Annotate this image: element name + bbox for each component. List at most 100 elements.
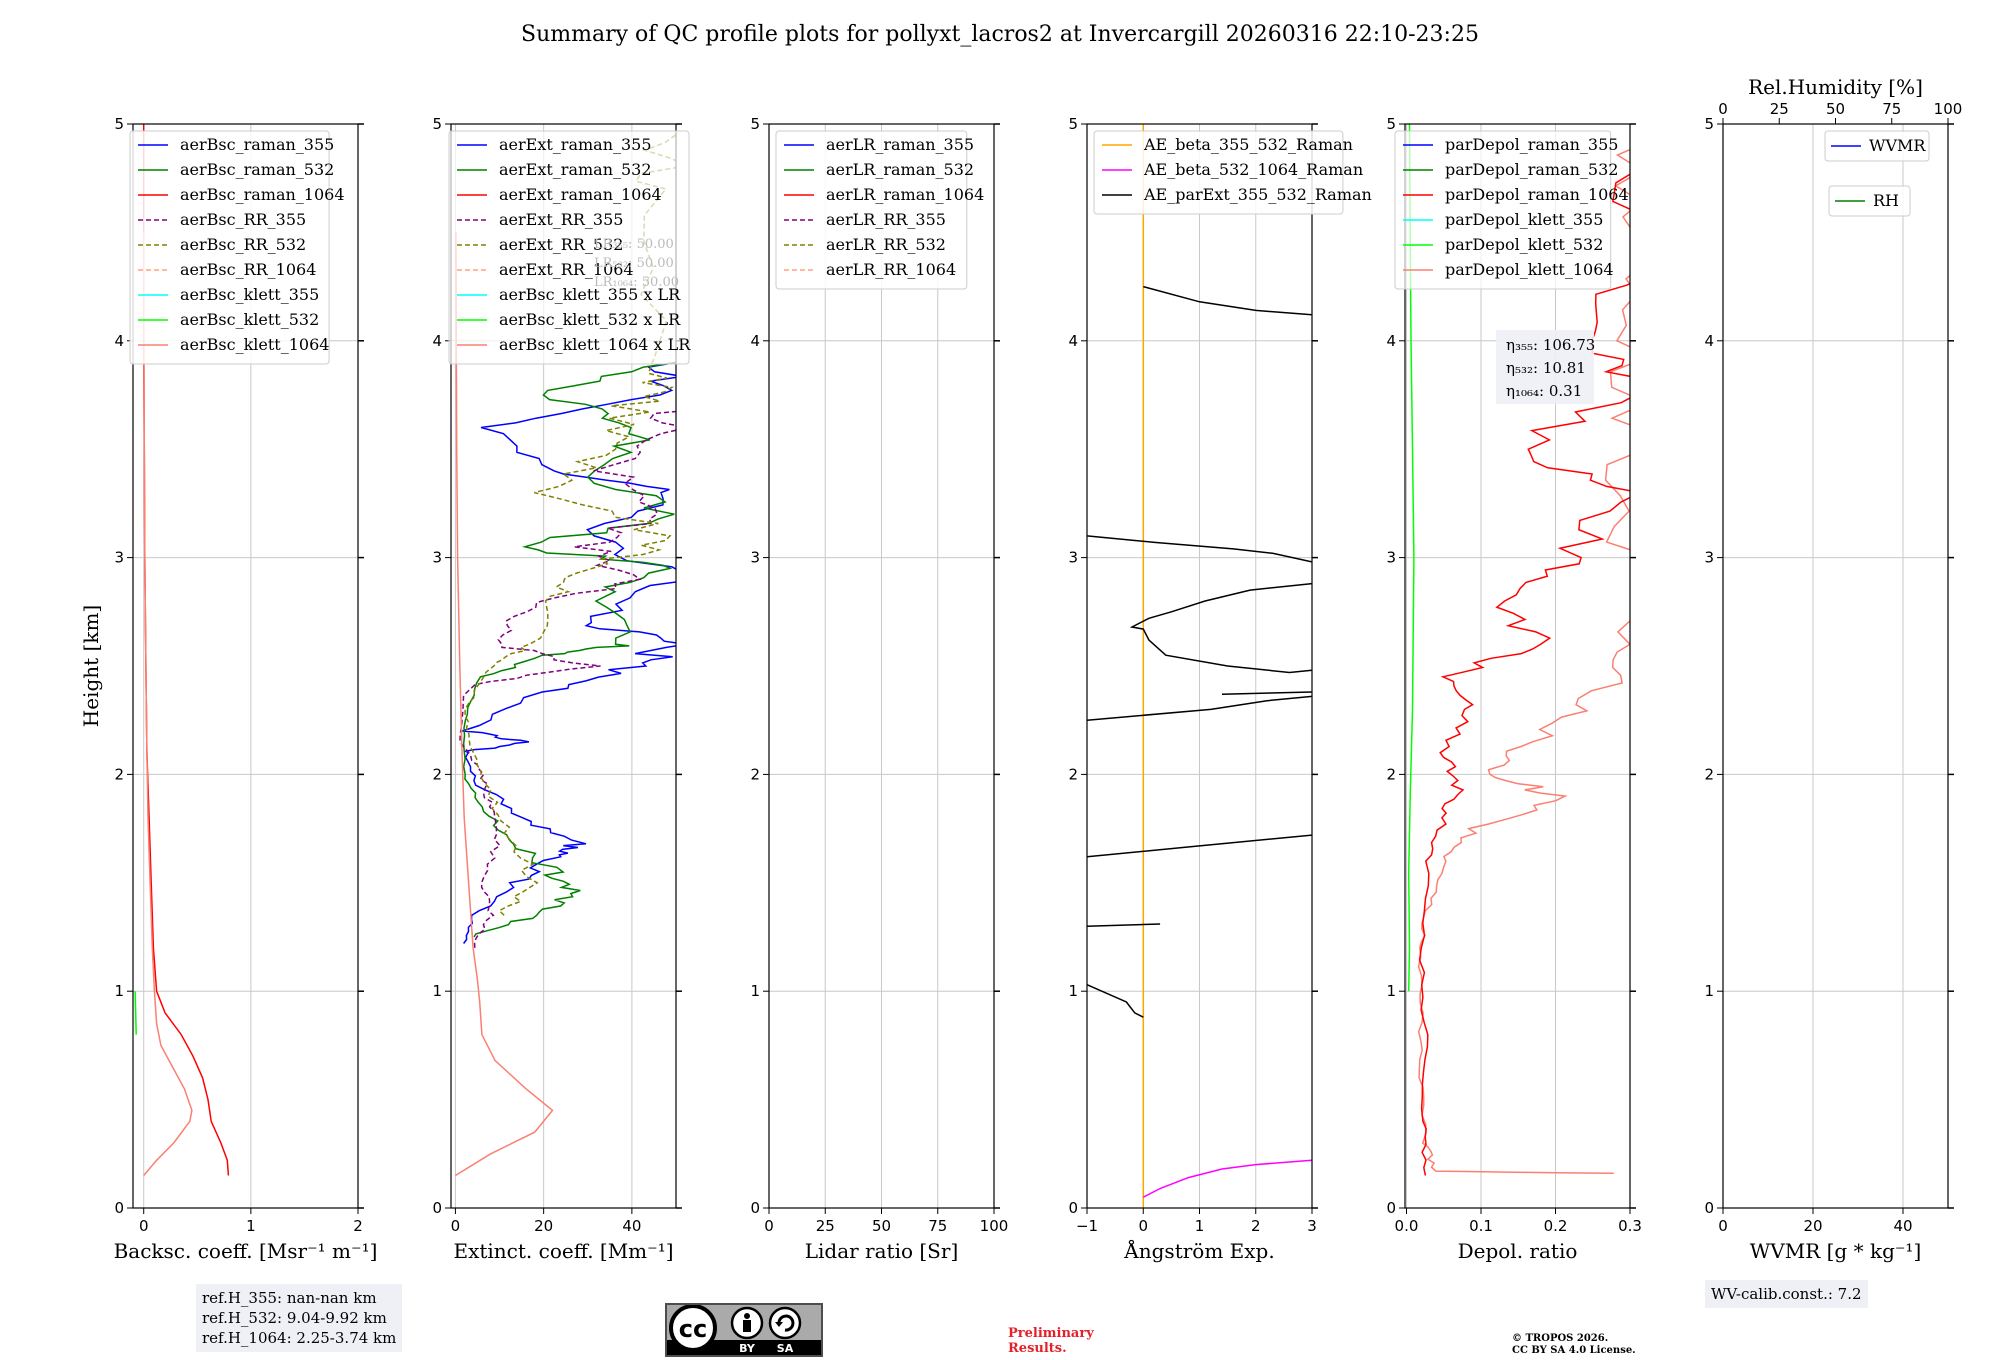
series-group-bsc — [134, 124, 230, 1176]
x-axis-label: Depol. ratio — [1458, 1239, 1578, 1263]
y-tick-label: 0 — [1704, 1199, 1714, 1217]
series-line-pardepol-raman-1064 — [1418, 145, 1630, 1176]
copyright-line-1: © TROPOS 2026. — [1512, 1333, 1609, 1344]
y-tick-label: 2 — [114, 765, 124, 783]
x-tick-label: 0.2 — [1544, 1217, 1568, 1235]
x-tick-label: 20 — [1803, 1217, 1822, 1235]
y-tick-label: 3 — [114, 549, 124, 567]
legend-label: aerLR_RR_532 — [826, 235, 946, 254]
series-line-aerbsc-klett-532 — [134, 991, 137, 1035]
x-tick-label: −1 — [1076, 1217, 1098, 1235]
panel-depol: 0.0 0.1 0.2 0.3 0 1 2 3 4 5 Depol. ratio parDepol_r… — [1386, 115, 1641, 1263]
y-tick-label: 3 — [1386, 549, 1396, 567]
legend-label: parDepol_raman_355 — [1445, 135, 1618, 154]
y-tick-label: 2 — [1704, 765, 1714, 783]
y-tick-label: 3 — [1704, 549, 1714, 567]
series-line-aerext-raman-532 — [462, 361, 676, 938]
y-tick-label: 5 — [750, 115, 760, 133]
eta-annotation: η₅₃₂: 10.81 — [1506, 359, 1586, 377]
panel-ext: 0 20 40 0 1 2 3 4 5 Extinct. coeff. [Mm⁻¹] aerExt_… — [432, 115, 691, 1263]
x-tick-label: 100 — [980, 1217, 1009, 1235]
y-tick-label: 2 — [750, 765, 760, 783]
legend-box — [1824, 130, 1930, 162]
legend-box — [1394, 130, 1612, 290]
x-tick-label: 0.1 — [1469, 1217, 1493, 1235]
top-tick-label: 75 — [1882, 100, 1901, 118]
y-tick-label: 3 — [1068, 549, 1078, 567]
series-group-ae — [1087, 124, 1312, 1208]
y-tick-label: 4 — [1386, 332, 1396, 350]
wv-calib-const: WV-calib.const.: 7.2 — [1711, 1285, 1862, 1303]
legend-label: aerBsc_raman_532 — [180, 160, 334, 179]
eta-annotation-box — [1496, 330, 1594, 404]
legend-label: RH — [1873, 191, 1899, 210]
y-tick-label: 1 — [1704, 982, 1714, 1000]
y-tick-label: 1 — [750, 982, 760, 1000]
y-tick-label: 1 — [114, 982, 124, 1000]
figure-title: Summary of QC profile plots for pollyxt_… — [521, 22, 1479, 47]
preliminary-line-1: Preliminary — [1008, 1326, 1094, 1341]
cc-license-badge: cc BY SA — [665, 1303, 823, 1357]
y-tick-label: 5 — [1068, 115, 1078, 133]
legend-label: aerBsc_raman_355 — [180, 135, 334, 154]
series-line-aerbsc-klett-1064 — [143, 232, 193, 1176]
legend-label: aerLR_raman_532 — [826, 160, 974, 179]
panel-wv: 0 20 40 0 1 2 3 4 5 WVMR [g * kg⁻¹] 0 25 50 75 100 Rel.… — [1704, 75, 1962, 1263]
series-line-ae-parext-355-532-raman — [1143, 285, 1312, 316]
preliminary-line-2: Results. — [1008, 1341, 1067, 1356]
legend-box — [129, 130, 330, 365]
y-tick-label: 4 — [432, 332, 442, 350]
x-tick-label: 0 — [451, 1217, 461, 1235]
top-tick-label: 100 — [1934, 100, 1963, 118]
series-line-aerext-raman-355 — [462, 361, 676, 944]
y-tick-label: 5 — [432, 115, 442, 133]
lr-annotation: LR₁₀₆₄: 50.00 — [594, 275, 679, 290]
legend-label: aerBsc_klett_1064 x LR — [499, 335, 691, 354]
sa-label: SA — [777, 1342, 794, 1355]
y-tick-label: 0 — [750, 1199, 760, 1217]
by-label: BY — [739, 1342, 756, 1355]
panel-bsc: 0 1 2 0 1 2 3 4 5 Backsc. coeff. [Msr⁻¹ m⁻¹] Heigh… — [79, 115, 377, 1263]
ref-height-532: ref.H_532: 9.04-9.92 km — [202, 1309, 387, 1327]
x-axis-label: Ångström Exp. — [1123, 1238, 1274, 1263]
legend-label: aerBsc_klett_532 x LR — [499, 310, 681, 329]
legend-label: aerLR_raman_355 — [826, 135, 974, 154]
ref-height-355: ref.H_355: nan-nan km — [202, 1289, 377, 1307]
legend-label: aerLR_raman_1064 — [826, 185, 984, 204]
series-line-ae-parext-355-532-raman — [1221, 691, 1312, 695]
x-tick-label: 1 — [246, 1217, 256, 1235]
x-tick-label: 0.0 — [1395, 1217, 1419, 1235]
legend-box — [775, 130, 968, 290]
y-tick-label: 2 — [1386, 765, 1396, 783]
legend-label: aerExt_raman_1064 — [499, 185, 662, 204]
wv-calib-box: WV-calib.const.: 7.2 — [1705, 1280, 1868, 1308]
legend-box — [1828, 185, 1911, 217]
y-tick-label: 1 — [1068, 982, 1078, 1000]
x-tick-label: 0 — [1718, 1217, 1728, 1235]
x-tick-label: 1 — [1195, 1217, 1205, 1235]
y-tick-label: 5 — [1386, 115, 1396, 133]
series-line-ae-parext-355-532-raman — [1087, 535, 1312, 563]
legend-label: aerBsc_RR_1064 — [180, 260, 316, 279]
legend-label: aerExt_RR_532 — [499, 235, 623, 254]
legend-label: WVMR — [1869, 136, 1926, 155]
x-tick-label: 0 — [139, 1217, 149, 1235]
y-tick-label: 0 — [1068, 1199, 1078, 1217]
x-tick-label: 0 — [764, 1217, 774, 1235]
axes-frame — [132, 123, 359, 1209]
y-tick-label: 4 — [1068, 332, 1078, 350]
legend-label: aerLR_RR_355 — [826, 210, 946, 229]
x-tick-label: 40 — [622, 1217, 641, 1235]
legend-label: parDepol_klett_1064 — [1445, 260, 1614, 279]
cc-badge-icon: cc BY SA — [667, 1304, 821, 1355]
series-group-ext — [455, 134, 676, 1177]
legend-label: aerBsc_klett_355 — [180, 285, 319, 304]
y-tick-label: 2 — [432, 765, 442, 783]
eta-annotation: η₃₅₅: 106.73 — [1506, 336, 1595, 354]
legend-label: parDepol_raman_532 — [1445, 160, 1618, 179]
reference-height-box: ref.H_355: nan-nan km ref.H_532: 9.04-9.… — [196, 1284, 403, 1352]
series-line-ae-parext-355-532-raman — [1087, 923, 1161, 927]
x-tick-label: 0 — [1138, 1217, 1148, 1235]
axes-frame — [450, 123, 677, 1209]
